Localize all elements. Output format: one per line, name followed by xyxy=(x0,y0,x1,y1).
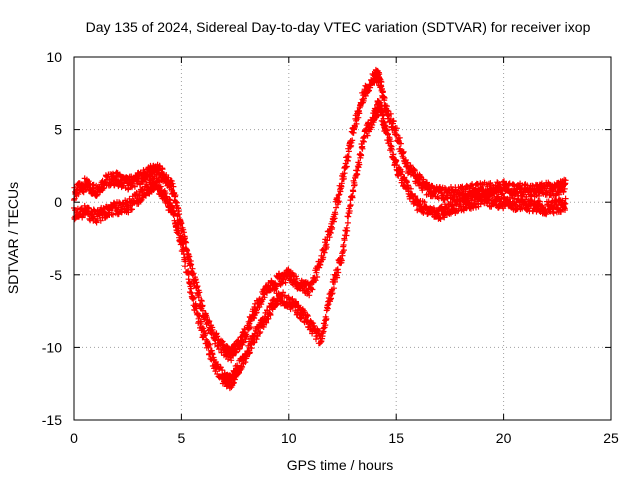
x-tick-label: 25 xyxy=(603,430,619,446)
plot-axes xyxy=(73,56,612,421)
series-lower-points xyxy=(71,98,569,392)
y-tick-label: -10 xyxy=(42,339,62,355)
y-tick-label: -5 xyxy=(50,267,63,283)
axis-ticks xyxy=(73,56,612,421)
y-tick-label: -15 xyxy=(42,412,62,428)
plot-frame xyxy=(73,56,612,421)
chart-title: Day 135 of 2024, Sidereal Day-to-day VTE… xyxy=(86,19,591,35)
y-tick-label: 5 xyxy=(54,122,62,138)
y-tick-label: 0 xyxy=(54,194,62,210)
y-tick-label: 10 xyxy=(46,49,62,65)
data-points xyxy=(71,66,569,392)
x-tick-label: 20 xyxy=(496,430,512,446)
grid-lines xyxy=(74,57,611,420)
x-tick-label: 0 xyxy=(70,430,78,446)
x-tick-label: 15 xyxy=(388,430,404,446)
x-tick-label: 5 xyxy=(178,430,186,446)
x-tick-label: 10 xyxy=(281,430,297,446)
x-axis-label: GPS time / hours xyxy=(287,457,394,473)
series-upper-points xyxy=(71,66,569,364)
tick-labels: 0 5 10 15 20 25 -15 -10 -5 0 5 10 xyxy=(42,49,619,446)
y-axis-label: SDTVAR / TECUs xyxy=(5,182,21,294)
